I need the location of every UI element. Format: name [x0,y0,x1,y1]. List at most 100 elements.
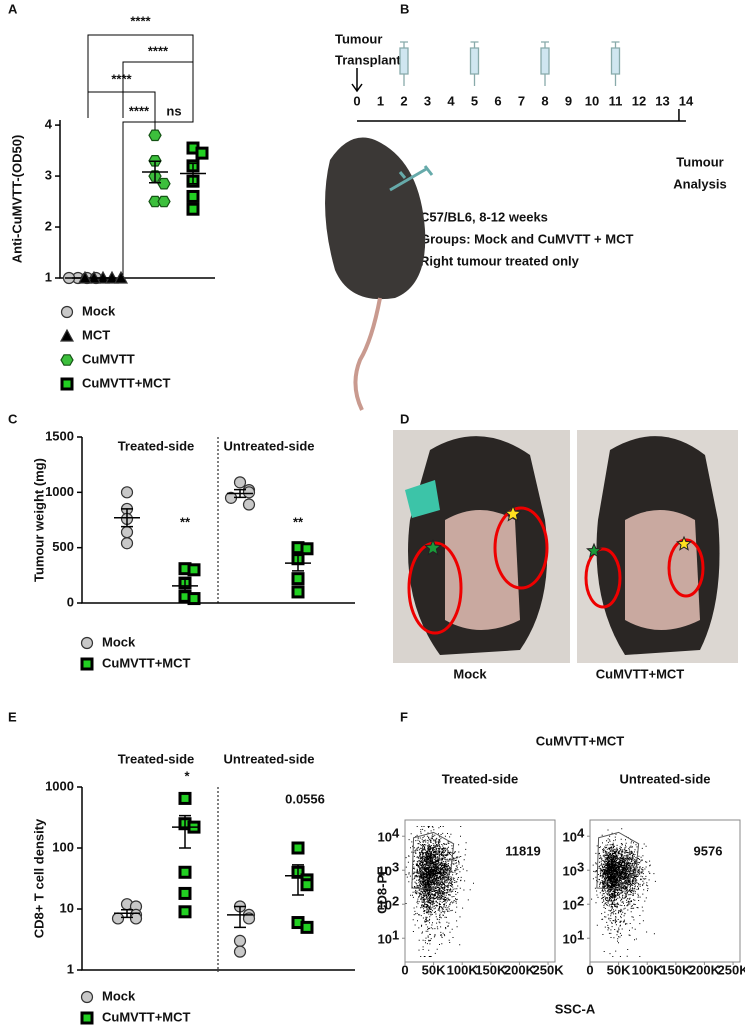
y-tick-sup: 4 [577,826,585,841]
error-bar [292,864,304,896]
y-tick-label: 0 [67,594,74,609]
data-point [113,270,129,284]
data-point [157,177,171,190]
x-tick-label: 150K [660,962,692,977]
error-bar [234,905,246,929]
y-tick-sup: 2 [392,894,399,909]
timeline-axis [357,109,686,122]
y-tick-label: 1000 [45,484,74,499]
significance: **** [148,43,169,58]
data-point [291,841,305,855]
y-tick-label: 1000 [45,778,74,793]
timeline-label: Tumour [335,31,382,46]
events [405,826,474,957]
flow-y-label: CD8-PE [374,866,389,914]
note: Groups: Mock and CuMVTT + MCT [420,231,633,246]
bracket [87,91,156,125]
y-tick-label: 10 [563,898,577,913]
data-point [233,476,247,489]
legend-marker [60,354,74,366]
note: Right tumour treated only [420,253,580,268]
panel-label: F [400,709,408,724]
day-label: 11 [609,93,623,108]
x-tick-label: 50K [607,962,631,977]
star [676,535,692,551]
day-label: 1 [377,93,384,108]
y-tick-sup: 4 [392,826,400,841]
mouse [325,137,426,300]
events [591,828,656,957]
star [586,542,602,558]
data-point [178,905,192,919]
data-point [178,791,192,805]
star [504,504,522,522]
y-tick-label: 100 [52,839,74,854]
legend-label: CuMVTT+MCT [102,1009,191,1024]
syringe [540,41,550,86]
legend-marker [80,636,94,650]
data-point [291,572,305,586]
data-point [178,886,192,900]
y-tick-label: 10 [378,864,392,879]
legend-marker [80,1011,94,1025]
group-header: Untreated-side [223,438,314,453]
legend-label: CuMVTT+MCT [102,655,191,670]
skin [625,510,700,630]
y-tick-label: 10 [60,900,74,915]
syringe [610,41,621,86]
data-point [291,585,305,599]
event-count: 11819 [505,843,540,858]
data-point [148,195,162,208]
legend-marker [59,328,75,342]
data-point [300,542,314,556]
data-point [120,537,134,550]
data-point [157,195,171,208]
legend-marker [60,305,74,319]
panel-label: E [8,709,17,724]
significance: 0.0556 [285,791,325,806]
panel-label: B [400,1,409,16]
y-axis-label: Anti-CuMVTT-(OD50) [9,135,24,264]
data-point [187,563,201,577]
flow-header: Untreated-side [619,771,710,786]
error-bar [292,554,304,572]
timeline-label: Transplant [335,52,401,67]
significance: **** [111,71,132,86]
x-tick-label: 0 [401,962,408,977]
y-tick-label: 10 [378,830,392,845]
day-label: 8 [541,93,548,108]
syringe [389,165,434,192]
y-tick-sup: 1 [392,928,399,943]
star [424,538,442,556]
data-point [233,934,247,947]
y-tick-label: 3 [45,168,52,183]
data-point [120,486,134,499]
flow-title: CuMVTT+MCT [536,733,625,748]
y-axis-label: Tumour weight (mg) [31,458,46,582]
day-label: 10 [585,93,599,108]
error-bar [179,578,191,594]
legend-label: MCT [82,327,110,342]
error-bar [121,508,133,528]
y-tick-label: 2 [45,218,52,233]
note: C57/BL6, 8-12 weeks [420,209,548,224]
error-bar [149,160,161,184]
photo-label: Mock [453,666,487,681]
bracket [154,108,194,130]
data-point [242,912,256,925]
tumour-ring [667,538,705,598]
legend-label: Mock [102,634,136,649]
data-point [111,912,125,925]
x-tick-label: 50K [422,962,446,977]
gate [411,831,455,890]
day-label: 9 [565,93,572,108]
flow-frame [404,819,556,963]
x-tick-label: 150K [475,962,507,977]
x-tick-label: 200K [504,962,536,977]
legend-label: CuMVTT+MCT [82,375,171,390]
data-point [120,526,134,539]
x-tick-label: 250K [718,962,745,977]
day-label: 12 [632,93,646,108]
x-tick-label: 0 [586,962,593,977]
data-point [178,865,192,879]
